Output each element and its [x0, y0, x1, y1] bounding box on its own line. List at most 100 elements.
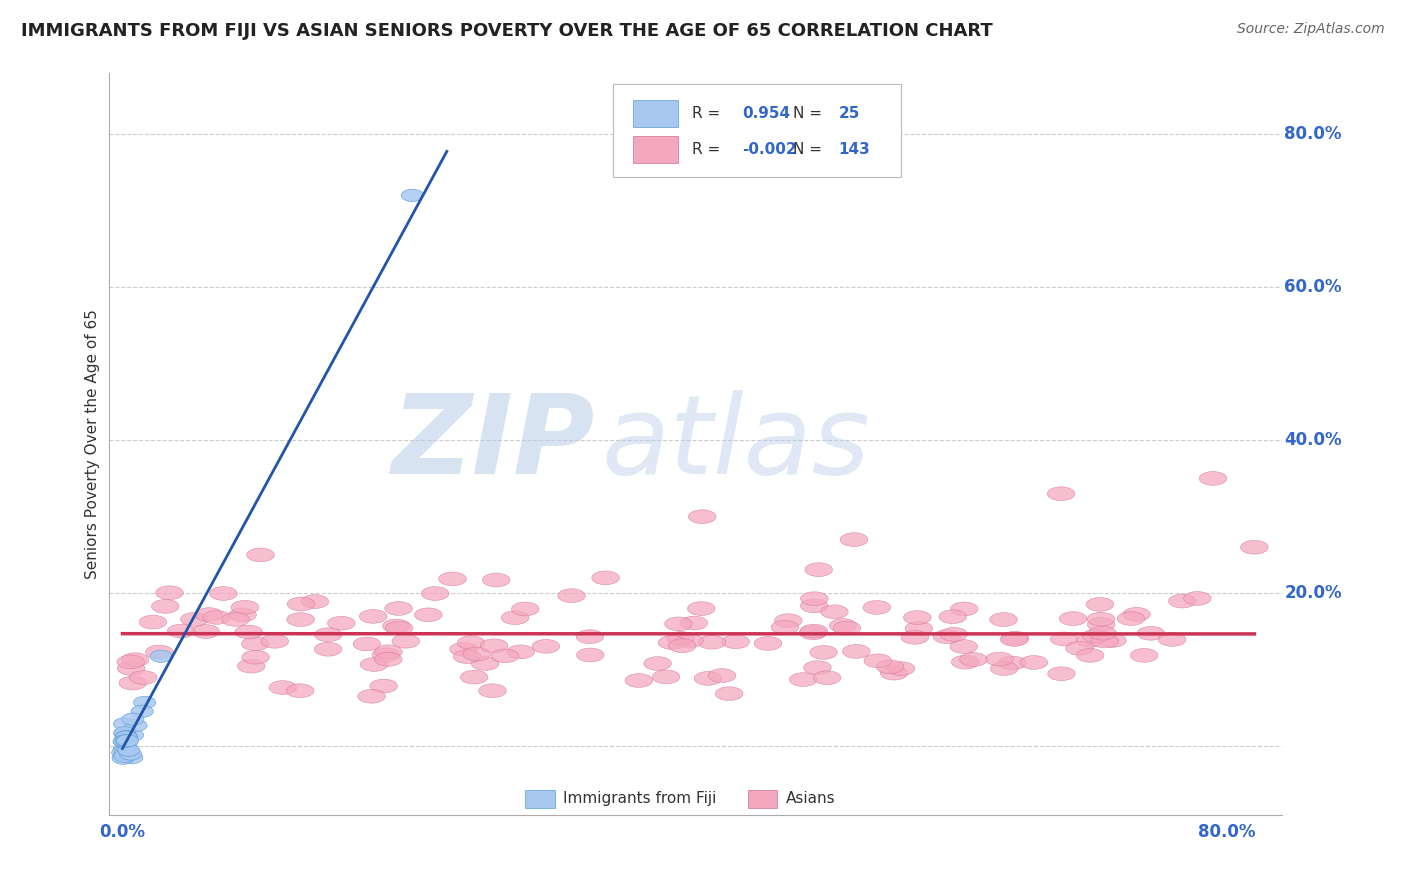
Ellipse shape	[709, 669, 735, 682]
Ellipse shape	[1047, 667, 1076, 681]
Ellipse shape	[460, 670, 488, 684]
Ellipse shape	[415, 608, 441, 622]
Ellipse shape	[789, 673, 817, 687]
Ellipse shape	[695, 672, 721, 685]
Ellipse shape	[842, 645, 870, 658]
Ellipse shape	[804, 661, 831, 674]
FancyBboxPatch shape	[613, 84, 901, 177]
Ellipse shape	[422, 587, 449, 600]
Ellipse shape	[904, 611, 931, 624]
Ellipse shape	[592, 571, 620, 585]
Ellipse shape	[478, 684, 506, 698]
Ellipse shape	[1091, 634, 1118, 648]
Ellipse shape	[111, 747, 134, 759]
Ellipse shape	[998, 657, 1026, 670]
Ellipse shape	[360, 609, 387, 624]
Ellipse shape	[262, 634, 288, 648]
Ellipse shape	[117, 734, 139, 747]
Ellipse shape	[558, 589, 585, 603]
Ellipse shape	[1066, 641, 1094, 656]
Ellipse shape	[652, 670, 681, 684]
Ellipse shape	[439, 572, 467, 586]
Ellipse shape	[681, 616, 707, 630]
Ellipse shape	[385, 621, 413, 635]
Ellipse shape	[512, 602, 538, 615]
Ellipse shape	[950, 640, 977, 654]
Ellipse shape	[139, 615, 167, 629]
Ellipse shape	[353, 637, 381, 651]
Ellipse shape	[830, 619, 856, 632]
Ellipse shape	[1001, 632, 1029, 645]
Ellipse shape	[357, 690, 385, 703]
Ellipse shape	[716, 687, 742, 700]
Ellipse shape	[246, 548, 274, 562]
Text: 40.0%: 40.0%	[1284, 431, 1341, 450]
Ellipse shape	[697, 635, 725, 649]
Ellipse shape	[810, 646, 838, 659]
Ellipse shape	[202, 610, 231, 624]
Ellipse shape	[120, 747, 142, 760]
Ellipse shape	[939, 610, 966, 624]
Ellipse shape	[115, 731, 138, 743]
Ellipse shape	[373, 648, 399, 662]
Ellipse shape	[576, 648, 605, 662]
Ellipse shape	[481, 639, 508, 653]
Text: Immigrants from Fiji: Immigrants from Fiji	[562, 791, 716, 806]
Ellipse shape	[754, 637, 782, 650]
Ellipse shape	[301, 595, 329, 608]
Ellipse shape	[114, 727, 136, 739]
Ellipse shape	[1159, 632, 1185, 647]
Ellipse shape	[800, 599, 828, 613]
Ellipse shape	[229, 608, 256, 622]
Ellipse shape	[471, 657, 499, 671]
Ellipse shape	[863, 600, 890, 615]
Ellipse shape	[382, 619, 411, 633]
Ellipse shape	[934, 630, 960, 643]
Ellipse shape	[120, 676, 146, 690]
Ellipse shape	[1130, 648, 1159, 662]
Ellipse shape	[990, 613, 1018, 626]
Ellipse shape	[1077, 633, 1104, 648]
Ellipse shape	[939, 627, 967, 641]
Ellipse shape	[1137, 626, 1164, 640]
Ellipse shape	[328, 616, 356, 630]
Ellipse shape	[1088, 626, 1116, 640]
Y-axis label: Seniors Poverty Over the Age of 65: Seniors Poverty Over the Age of 65	[86, 309, 100, 579]
Ellipse shape	[195, 607, 222, 622]
Ellipse shape	[1083, 629, 1109, 643]
Ellipse shape	[800, 591, 828, 606]
Ellipse shape	[576, 630, 603, 643]
Ellipse shape	[1122, 607, 1150, 621]
Ellipse shape	[626, 673, 652, 688]
Ellipse shape	[1077, 648, 1104, 662]
Ellipse shape	[876, 660, 904, 673]
Ellipse shape	[315, 642, 342, 657]
Ellipse shape	[287, 597, 315, 611]
Ellipse shape	[658, 636, 686, 649]
Ellipse shape	[804, 563, 832, 576]
Ellipse shape	[865, 654, 891, 668]
Ellipse shape	[118, 744, 139, 756]
FancyBboxPatch shape	[633, 136, 678, 162]
Ellipse shape	[1098, 633, 1126, 648]
Ellipse shape	[114, 750, 136, 763]
Ellipse shape	[117, 655, 145, 669]
Ellipse shape	[834, 621, 860, 635]
Ellipse shape	[990, 662, 1018, 675]
Ellipse shape	[117, 662, 145, 675]
Ellipse shape	[800, 624, 828, 638]
Ellipse shape	[1047, 487, 1076, 500]
Text: N =: N =	[793, 106, 827, 121]
Ellipse shape	[841, 533, 868, 547]
Ellipse shape	[502, 611, 529, 624]
Ellipse shape	[644, 657, 672, 671]
Ellipse shape	[193, 624, 219, 639]
Ellipse shape	[121, 752, 143, 764]
Ellipse shape	[775, 614, 801, 628]
Text: Source: ZipAtlas.com: Source: ZipAtlas.com	[1237, 22, 1385, 37]
Ellipse shape	[463, 647, 491, 661]
Ellipse shape	[1087, 612, 1115, 626]
Ellipse shape	[114, 718, 135, 730]
Ellipse shape	[1085, 598, 1114, 611]
Ellipse shape	[450, 642, 477, 657]
